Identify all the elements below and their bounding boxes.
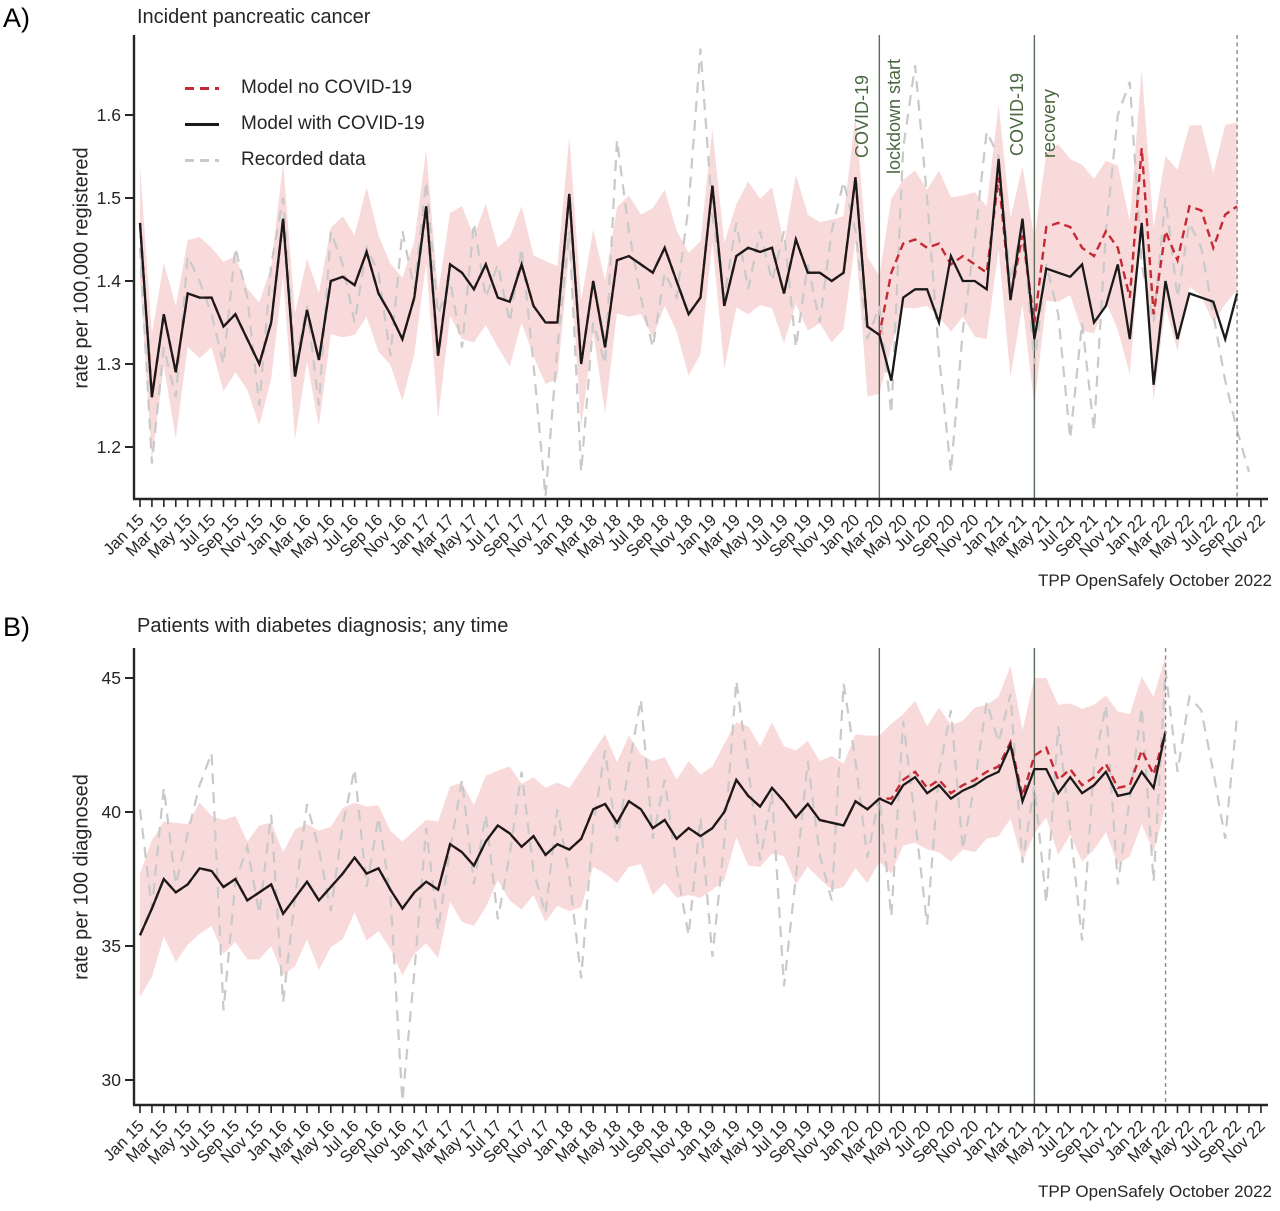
panel-b-y-axis-label: rate per 100 diagnosed bbox=[70, 774, 93, 980]
y-tick-label: 1.6 bbox=[97, 105, 121, 125]
annotation-covid-lockdown-word2: lockdown start bbox=[884, 58, 904, 174]
y-tick-label: 30 bbox=[102, 1070, 122, 1090]
panel-a-y-axis-label: rate per 100,000 registered bbox=[70, 147, 93, 389]
legend-item-recorded-data: Recorded data bbox=[185, 142, 425, 178]
annotation-covid-lockdown-word1: COVID-19 bbox=[852, 74, 872, 158]
annotation-covid-recovery-word2: recovery bbox=[1039, 88, 1059, 158]
model-with-covid-line bbox=[138, 731, 1167, 936]
black-solid-line-icon bbox=[185, 122, 219, 126]
panel-a-source-caption: TPP OpenSafely October 2022 bbox=[1037, 571, 1272, 590]
panel-b-title: Patients with diabetes diagnosis; any ti… bbox=[137, 615, 509, 637]
panel-a-letter: A) bbox=[3, 3, 30, 33]
panel-b-source-caption: TPP OpenSafely October 2022 bbox=[1037, 1182, 1272, 1201]
recorded-data-line bbox=[138, 669, 1239, 1102]
legend-label-model-with-covid: Model with COVID-19 bbox=[241, 113, 425, 134]
panel-a-title: Incident pancreatic cancer bbox=[137, 6, 371, 28]
y-tick-label: 40 bbox=[102, 802, 122, 822]
legend-label-model-no-covid: Model no COVID-19 bbox=[241, 77, 413, 98]
gray-dashed-line-icon bbox=[185, 158, 219, 162]
red-dashed-line-icon bbox=[185, 86, 219, 90]
legend: Model no COVID-19 Model with COVID-19 Re… bbox=[185, 70, 425, 178]
ci-band bbox=[140, 69, 1238, 461]
y-tick-label: 1.5 bbox=[97, 188, 121, 208]
plot-area bbox=[138, 648, 1239, 1104]
panel-b-letter: B) bbox=[3, 612, 30, 642]
y-tick-label: 45 bbox=[102, 668, 121, 688]
annotation-covid-recovery-word1: COVID-19 bbox=[1007, 72, 1027, 156]
plot-area bbox=[138, 35, 1251, 498]
legend-item-model-with-covid: Model with COVID-19 bbox=[185, 106, 425, 142]
y-tick-label: 1.4 bbox=[97, 271, 122, 291]
y-tick-label: 1.2 bbox=[97, 437, 121, 457]
recorded-data-line bbox=[138, 48, 1251, 497]
y-tick-label: 1.3 bbox=[97, 354, 121, 374]
legend-label-recorded-data: Recorded data bbox=[241, 149, 366, 170]
model-with-covid-line bbox=[138, 158, 1239, 398]
legend-item-model-no-covid: Model no COVID-19 bbox=[185, 70, 425, 106]
y-tick-label: 35 bbox=[102, 936, 121, 956]
